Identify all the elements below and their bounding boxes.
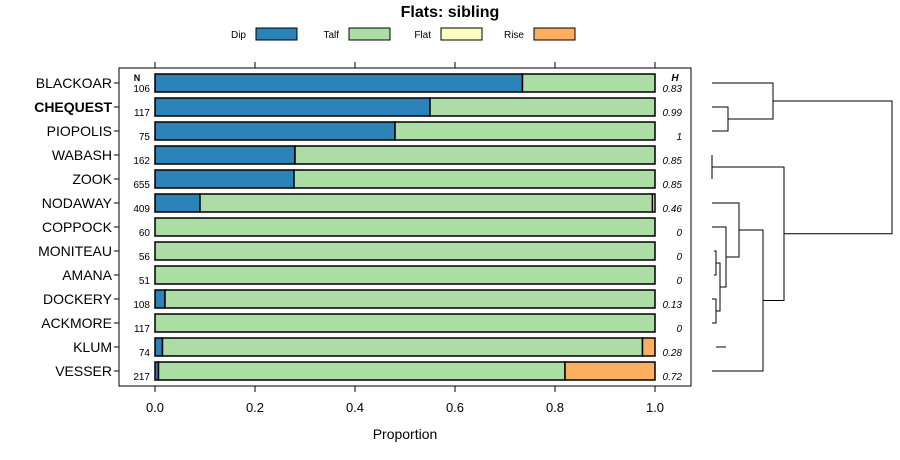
n-value: 108 <box>133 300 150 311</box>
n-value: 409 <box>133 204 150 215</box>
n-value: 117 <box>134 324 150 335</box>
h-value: 0.72 <box>663 372 683 383</box>
category-label-klum: KLUM <box>73 339 112 355</box>
bar-segment-dip-klum <box>154 337 164 357</box>
category-label-piopolis: PIOPOLIS <box>47 123 112 139</box>
bar-segment-dip-blackoar <box>154 73 524 93</box>
h-value: 0.99 <box>663 108 683 119</box>
bar-segment-talf-piopolis <box>394 121 656 141</box>
n-value: 74 <box>139 348 151 359</box>
bar-segment-dip-wabash <box>154 145 296 165</box>
h-value: 1 <box>676 132 682 143</box>
bar-segment-talf-klum <box>161 337 644 357</box>
bar-segment-talf-moniteau <box>154 241 656 261</box>
n-column-header: N <box>134 73 141 83</box>
category-label-amana: AMANA <box>62 267 112 283</box>
category-label-wabash: WABASH <box>52 147 112 163</box>
bar-segment-dip-nodaway <box>154 193 201 213</box>
bar-segment-rise-vesser <box>564 361 656 381</box>
dendrogram-branch <box>712 82 774 120</box>
h-value: 0 <box>676 324 682 335</box>
chart-title: Flats: sibling <box>400 4 500 21</box>
h-value: 0 <box>676 276 682 287</box>
bar-segment-talf-coppock <box>154 217 656 237</box>
bar-segment-talf-chequest <box>429 97 656 117</box>
category-label-chequest: CHEQUEST <box>34 99 112 115</box>
bar-segment-rise-klum <box>641 337 656 357</box>
n-value: 60 <box>139 228 151 239</box>
category-label-coppock: COPPOCK <box>42 219 113 235</box>
bar-segment-talf-vesser <box>157 361 566 381</box>
category-label-zook: ZOOK <box>72 171 112 187</box>
x-tick-label: 0.2 <box>246 400 264 415</box>
h-value: 0.46 <box>663 204 683 215</box>
h-value: 0.83 <box>663 84 683 95</box>
h-value: 0.13 <box>663 300 683 311</box>
legend-swatch-dip <box>255 27 298 41</box>
x-tick-label: 0.4 <box>346 400 364 415</box>
bar-segment-talf-dockery <box>164 289 656 309</box>
category-label-ackmore: ACKMORE <box>41 315 112 331</box>
n-value: 106 <box>133 84 150 95</box>
dendrogram-branch <box>712 226 727 288</box>
bar-segment-dip-dockery <box>154 289 166 309</box>
legend-label-rise: Rise <box>504 30 524 41</box>
category-label-nodaway: NODAWAY <box>42 195 113 211</box>
category-label-moniteau: MONITEAU <box>38 243 112 259</box>
legend-label-flat: Flat <box>414 30 431 41</box>
n-value: 51 <box>139 276 151 287</box>
n-value: 56 <box>139 252 151 263</box>
n-value: 655 <box>133 180 150 191</box>
bar-segment-talf-amana <box>154 265 656 285</box>
h-column-header: H <box>671 73 679 84</box>
bar-segment-talf-zook <box>293 169 656 189</box>
dendrogram-branch <box>712 166 785 301</box>
bar-segment-flat-nodaway <box>651 193 656 213</box>
dendrogram-branch <box>712 298 717 324</box>
h-value: 0.85 <box>663 156 683 167</box>
n-value: 75 <box>139 132 151 143</box>
n-value: 217 <box>133 372 150 383</box>
bar-segment-dip-zook <box>154 169 295 189</box>
bar-segment-talf-blackoar <box>521 73 656 93</box>
x-tick-label: 0.0 <box>146 400 164 415</box>
dendrogram-branch <box>773 100 893 235</box>
category-label-vesser: VESSER <box>55 363 112 379</box>
x-axis-label: Proportion <box>373 426 438 442</box>
n-value: 162 <box>133 156 150 167</box>
category-label-blackoar: BLACKOAR <box>36 75 112 91</box>
category-label-dockery: DOCKERY <box>43 291 113 307</box>
bar-segment-talf-ackmore <box>154 313 656 333</box>
bar-segment-dip-chequest <box>154 97 431 117</box>
dendrogram-branch <box>714 250 717 276</box>
bar-segment-talf-nodaway <box>199 193 654 213</box>
legend-swatch-talf <box>348 27 391 41</box>
h-value: 0.28 <box>663 348 683 359</box>
x-tick-label: 1.0 <box>646 400 664 415</box>
dendrogram-branch <box>712 106 729 132</box>
legend-swatch-rise <box>533 27 576 41</box>
legend-swatch-flat <box>440 27 483 41</box>
legend-label-talf: Talf <box>323 30 339 41</box>
x-tick-label: 0.6 <box>446 400 464 415</box>
bar-segment-dip-piopolis <box>154 121 396 141</box>
n-value: 117 <box>134 108 150 119</box>
h-value: 0.85 <box>663 180 683 191</box>
legend-label-dip: Dip <box>231 30 246 41</box>
bar-segment-talf-wabash <box>294 145 656 165</box>
x-tick-label: 0.8 <box>546 400 564 415</box>
dendrogram-branch <box>716 262 721 312</box>
h-value: 0 <box>676 228 682 239</box>
h-value: 0 <box>676 252 682 263</box>
